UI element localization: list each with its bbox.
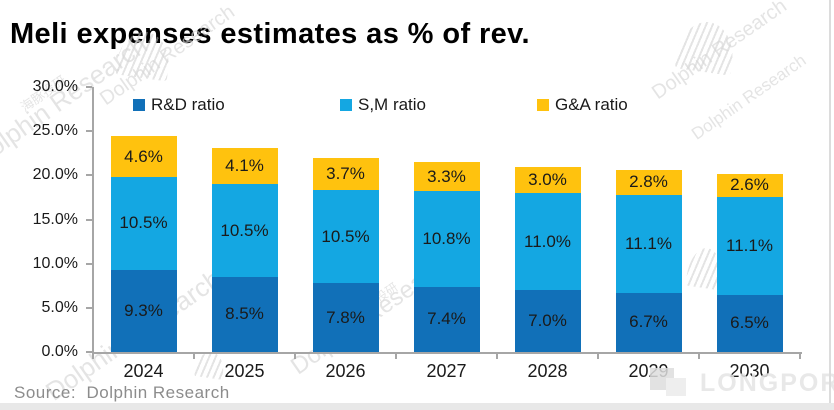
- bar-segment: 11.0%: [514, 193, 581, 291]
- x-axis-category-label: 2027: [426, 361, 467, 381]
- y-axis-tick-label: 5.0%: [41, 298, 78, 316]
- x-axis-tick: [294, 353, 296, 359]
- bar-segment: 2.8%: [615, 170, 682, 195]
- x-axis-tick: [193, 353, 195, 359]
- bar-segment: 11.1%: [615, 194, 682, 293]
- x-axis-tick: [597, 353, 599, 359]
- y-axis-tick-label: 0.0%: [41, 343, 78, 360]
- data-label: 2.8%: [629, 172, 668, 192]
- bar-segment: 4.1%: [211, 147, 278, 185]
- y-axis-tick-label: 30.0%: [32, 78, 78, 95]
- bar-group-2028: 7.0% 11.0% 3.0%: [514, 166, 581, 352]
- x-axis-category-label: 2025: [224, 361, 265, 381]
- y-axis-tick: [86, 262, 92, 265]
- data-label: 10.5%: [220, 220, 269, 240]
- bottom-border-strip: [0, 403, 834, 410]
- x-axis-tick: [698, 353, 700, 359]
- bar-segment: 3.7%: [312, 157, 379, 191]
- legend-item: S,M ratio: [340, 95, 426, 115]
- x-axis-tick: [496, 353, 498, 359]
- bar-segment: 10.5%: [110, 177, 177, 270]
- legend-item: G&A ratio: [537, 95, 628, 115]
- data-label: 11.0%: [524, 231, 571, 251]
- bar-segment: 7.0%: [514, 290, 581, 352]
- dolphin-logo-watermark-icon: [674, 18, 738, 76]
- bar-group-2026: 7.8% 10.5% 3.7%: [312, 157, 379, 352]
- data-label: 3.0%: [528, 169, 567, 189]
- y-axis-tick: [86, 174, 92, 177]
- y-axis-tick: [86, 306, 92, 309]
- y-axis: [92, 87, 94, 353]
- data-label: 2.6%: [730, 175, 769, 195]
- legend-item: R&D ratio: [133, 95, 225, 115]
- data-label: 7.4%: [427, 309, 466, 329]
- right-border-line: [829, 0, 831, 403]
- legend-label: S,M ratio: [358, 95, 427, 114]
- x-axis-category-label: 2029: [628, 361, 669, 381]
- legend-swatch-icon: [537, 99, 549, 111]
- bar-segment: 2.6%: [716, 173, 783, 197]
- bar-segment: 8.5%: [211, 276, 278, 352]
- data-label: 6.7%: [629, 312, 668, 332]
- x-axis: [92, 352, 802, 354]
- bar-group-2027: 7.4% 10.8% 3.3%: [413, 162, 480, 352]
- data-label: 3.3%: [427, 166, 466, 186]
- bar-segment: 9.3%: [110, 269, 177, 352]
- y-axis-tick-label: 20.0%: [32, 166, 78, 184]
- bar-segment: 6.5%: [716, 294, 783, 352]
- data-label: 7.8%: [326, 307, 365, 327]
- y-axis-tick: [86, 218, 92, 221]
- bar-segment: 10.5%: [312, 190, 379, 284]
- data-label: 10.8%: [422, 228, 471, 248]
- x-axis-category-label: 2026: [325, 361, 366, 381]
- data-label: 9.3%: [124, 300, 163, 320]
- bar-segment: 11.1%: [716, 196, 783, 295]
- bar-segment: 10.8%: [413, 191, 480, 287]
- data-label: 10.5%: [119, 213, 168, 233]
- source-note: Source: Dolphin Research: [14, 383, 230, 402]
- data-label: 11.1%: [625, 233, 672, 253]
- y-axis-tick: [86, 130, 92, 133]
- bar-group-2030: 6.5% 11.1% 2.6%: [716, 173, 783, 352]
- y-axis-tick-label: 15.0%: [32, 210, 78, 228]
- data-label: 7.0%: [528, 311, 567, 331]
- x-axis-tick: [799, 353, 801, 359]
- bar-segment: 7.8%: [312, 283, 379, 352]
- x-axis-tick: [92, 353, 94, 359]
- bar-segment: 4.6%: [110, 136, 177, 178]
- data-label: 4.6%: [124, 146, 163, 166]
- x-axis-tick: [395, 353, 397, 359]
- chart-title: Meli expenses estimates as % of rev.: [10, 18, 531, 50]
- legend-swatch-icon: [133, 99, 145, 111]
- legend-label: G&A ratio: [555, 95, 628, 114]
- x-axis-category-label: 2024: [123, 361, 164, 381]
- watermark-text: Dolphin Research: [688, 50, 810, 144]
- data-label: 4.1%: [225, 156, 264, 176]
- bar-segment: 3.3%: [413, 162, 480, 192]
- bar-segment: 10.5%: [211, 184, 278, 277]
- bar-segment: 3.0%: [514, 166, 581, 194]
- data-label: 10.5%: [321, 226, 370, 246]
- y-axis-tick-label: 10.0%: [32, 254, 78, 272]
- data-label: 6.5%: [730, 313, 769, 333]
- y-axis-tick: [86, 351, 92, 353]
- bar-segment: 6.7%: [615, 292, 682, 352]
- x-axis-category-label: 2030: [729, 361, 770, 381]
- bar-group-2025: 8.5% 10.5% 4.1%: [211, 147, 278, 352]
- watermark-text: Dolphin Research: [648, 0, 791, 105]
- y-axis-tick: [86, 86, 92, 88]
- data-label: 3.7%: [326, 164, 365, 184]
- x-axis-category-label: 2028: [527, 361, 568, 381]
- bar-segment: 7.4%: [413, 286, 480, 352]
- legend-swatch-icon: [340, 99, 352, 111]
- bar-group-2029: 6.7% 11.1% 2.8%: [615, 170, 682, 352]
- legend-label: R&D ratio: [151, 95, 225, 114]
- data-label: 8.5%: [225, 304, 264, 324]
- bar-group-2024: 9.3% 10.5% 4.6%: [110, 136, 177, 352]
- y-axis-tick-label: 25.0%: [32, 122, 78, 140]
- data-label: 11.1%: [726, 235, 773, 255]
